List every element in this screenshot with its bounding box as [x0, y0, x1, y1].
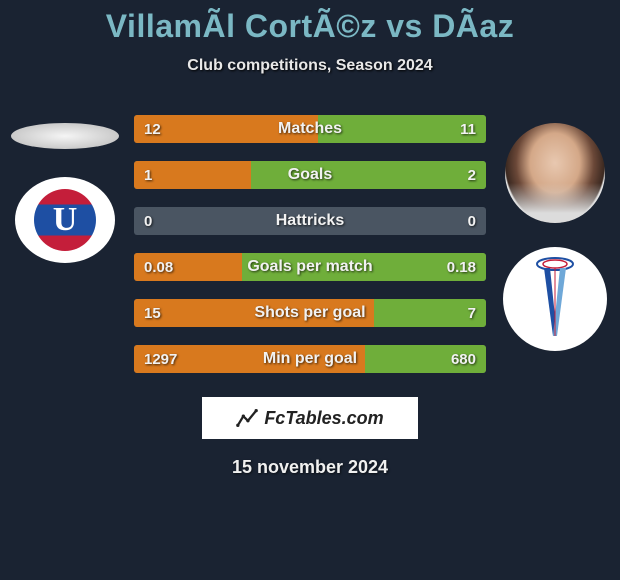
infographic-date: 15 november 2024	[0, 457, 620, 478]
stat-bar-left-value: 0.08	[144, 253, 173, 281]
brand-watermark: FcTables.com	[202, 397, 418, 439]
stat-bar-label: Hattricks	[134, 207, 486, 235]
stat-bar-right-value: 680	[451, 345, 476, 373]
stat-bar-right-value: 2	[468, 161, 476, 189]
comparison-title: VillamÃl CortÃ©z vs DÃaz	[0, 8, 620, 45]
stat-bar-right-value: 11	[460, 115, 476, 143]
stat-bar: Goals per match0.080.18	[134, 253, 486, 281]
stat-bar-right-fill	[251, 161, 486, 189]
stat-bar-left-value: 0	[144, 207, 152, 235]
stat-bar-right-value: 7	[468, 299, 476, 327]
club-badge-left: U	[15, 177, 115, 263]
stat-bar-right-value: 0	[468, 207, 476, 235]
stat-bar: Goals12	[134, 161, 486, 189]
brand-logo-icon	[236, 407, 258, 429]
right-column	[490, 115, 620, 351]
stat-bar-left-value: 15	[144, 299, 161, 327]
comparison-body: U Matches1211Goals12Hattricks00Goals per…	[0, 115, 620, 373]
player-avatar-right	[505, 123, 605, 223]
comparison-subtitle: Club competitions, Season 2024	[0, 57, 620, 75]
stat-bar-left-value: 12	[144, 115, 161, 143]
brand-text: FcTables.com	[264, 408, 383, 429]
stat-bar-left-value: 1	[144, 161, 152, 189]
infographic-root: VillamÃl CortÃ©z vs DÃaz Club competitio…	[0, 0, 620, 478]
stat-bars: Matches1211Goals12Hattricks00Goals per m…	[130, 115, 490, 373]
stat-bar: Min per goal1297680	[134, 345, 486, 373]
club-badge-left-letter: U	[34, 189, 96, 251]
stat-bar: Shots per goal157	[134, 299, 486, 327]
stat-bar-left-value: 1297	[144, 345, 177, 373]
left-column: U	[0, 115, 130, 263]
club-badge-right-icon	[520, 254, 590, 344]
club-badge-right	[503, 247, 607, 351]
stat-bar-left-fill	[134, 115, 318, 143]
stat-bar: Matches1211	[134, 115, 486, 143]
stat-bar-left-fill	[134, 299, 374, 327]
stat-bar-right-value: 0.18	[447, 253, 476, 281]
stat-bar: Hattricks0 0	[134, 207, 486, 235]
player-avatar-left	[11, 123, 119, 149]
